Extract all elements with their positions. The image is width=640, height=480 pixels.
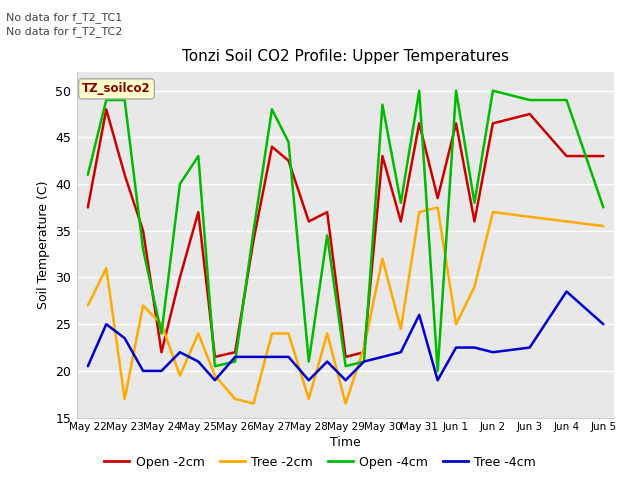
X-axis label: Time: Time	[330, 436, 361, 449]
Text: No data for f_T2_TC2: No data for f_T2_TC2	[6, 26, 123, 37]
Text: No data for f_T2_TC1: No data for f_T2_TC1	[6, 12, 123, 23]
Y-axis label: Soil Temperature (C): Soil Temperature (C)	[36, 180, 50, 309]
Title: Tonzi Soil CO2 Profile: Upper Temperatures: Tonzi Soil CO2 Profile: Upper Temperatur…	[182, 49, 509, 64]
Text: TZ_soilco2: TZ_soilco2	[82, 83, 151, 96]
Legend: Open -2cm, Tree -2cm, Open -4cm, Tree -4cm: Open -2cm, Tree -2cm, Open -4cm, Tree -4…	[99, 451, 541, 474]
